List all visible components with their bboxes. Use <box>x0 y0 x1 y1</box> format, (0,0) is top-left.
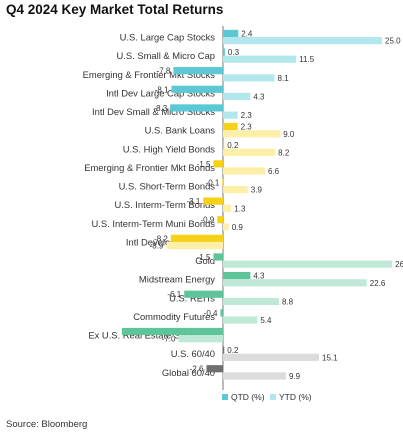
ytd-bar <box>223 92 251 101</box>
qtd-bar <box>223 48 225 56</box>
ytd-value-label: 26.6 <box>395 260 403 269</box>
ytd-value-label: 9.9 <box>289 372 301 381</box>
ytd-bar <box>223 204 232 212</box>
ytd-value-label: 25.0 <box>385 37 401 46</box>
qtd-value-label: -1.5 <box>197 160 211 169</box>
category-label: U.S. Short-Term Bonds <box>119 181 216 192</box>
qtd-value-label: 0.2 <box>227 346 239 355</box>
category-label: U.S. Interm-Term Muni Bonds <box>92 218 216 229</box>
category-label: U.S. High Yield Bonds <box>123 143 216 154</box>
chart-title: Q4 2024 Key Market Total Returns <box>6 2 224 17</box>
category-label: Gold <box>195 255 215 266</box>
qtd-legend-label: QTD (%) <box>231 392 265 402</box>
qtd-value-label: -6.1 <box>167 290 181 299</box>
qtd-value-label: -2.6 <box>190 365 204 374</box>
qtd-value-label: 0.2 <box>227 141 239 150</box>
category-label: U.S. 60/40 <box>171 348 215 359</box>
qtd-bar <box>203 197 223 205</box>
qtd-value-label: -1.5 <box>197 253 211 262</box>
ytd-value-label: 22.6 <box>370 279 386 288</box>
ytd-value-label: 9.0 <box>283 130 295 139</box>
qtd-value-label: 2.4 <box>241 29 253 38</box>
qtd-value-label: -0.4 <box>204 309 218 318</box>
qtd-value-label: -0.1 <box>206 178 220 187</box>
qtd-value-label: -8.2 <box>154 234 168 243</box>
qtd-bar <box>170 234 223 242</box>
qtd-value-label: 2.3 <box>241 123 253 132</box>
ytd-value-label: 4.3 <box>253 92 265 101</box>
ytd-bar <box>223 353 320 361</box>
ytd-value-label: 1.3 <box>234 204 246 213</box>
qtd-bar <box>220 309 223 317</box>
ytd-bar <box>178 335 223 343</box>
category-label: Emerging & Frontier Mkt Stocks <box>83 69 216 80</box>
qtd-bar <box>206 365 223 373</box>
qtd-value-label: -3.1 <box>186 197 200 206</box>
category-label: Global 60/40 <box>162 367 215 378</box>
category-label: U.S. Large Cap Stocks <box>120 32 216 43</box>
ytd-value-label: 8.1 <box>278 74 290 83</box>
qtd-bar <box>170 104 223 112</box>
qtd-bar <box>213 160 223 168</box>
ytd-value-label: 3.9 <box>251 186 263 195</box>
ytd-bar <box>223 167 265 175</box>
qtd-bar <box>121 327 223 336</box>
ytd-bar <box>223 223 229 231</box>
ytd-legend-label: YTD (%) <box>279 392 312 402</box>
qtd-bar <box>171 85 223 93</box>
ytd-value-label: -8.9 <box>150 242 164 251</box>
qtd-bar <box>217 216 223 224</box>
category-label: Intl Dev Large Cap Stocks <box>106 87 215 98</box>
ytd-value-label: 8.2 <box>278 148 290 157</box>
qtd-bar <box>222 178 224 187</box>
category-label: Midstream Energy <box>139 274 215 285</box>
ytd-value-label: 0.9 <box>232 223 244 232</box>
qtd-legend-swatch <box>222 394 228 400</box>
qtd-value-label: -8.1 <box>155 85 169 94</box>
ytd-value-label: 8.8 <box>282 297 294 306</box>
ytd-bar <box>223 316 258 324</box>
ytd-bar <box>223 37 382 45</box>
ytd-value-label: 11.5 <box>299 55 315 64</box>
ytd-bar <box>166 241 223 250</box>
qtd-bar <box>213 253 223 261</box>
ytd-bar <box>223 260 393 268</box>
category-label: Emerging & Frontier Mkt Bonds <box>84 162 215 173</box>
qtd-bar <box>223 141 225 149</box>
source-note: Source: Bloomberg <box>6 419 88 430</box>
qtd-value-label: -8.3 <box>153 104 167 113</box>
qtd-value-label: 0.3 <box>228 48 240 57</box>
ytd-bar <box>223 297 279 306</box>
ytd-value-label: -7.0 <box>162 335 176 344</box>
qtd-value-label: -0.9 <box>200 216 214 225</box>
ytd-value-label: 15.1 <box>322 353 338 362</box>
ytd-bar <box>223 111 238 119</box>
ytd-bar <box>223 279 367 287</box>
category-label: U.S. Interm-Term Bonds <box>114 199 215 210</box>
category-label: U.S. Bank Loans <box>145 125 216 136</box>
ytd-bar <box>223 55 297 63</box>
ytd-value-label: 6.6 <box>268 167 280 176</box>
category-label: U.S. Small & Micro Cap <box>117 50 215 61</box>
ytd-value-label: 5.4 <box>260 316 272 325</box>
qtd-value-label: -7.8 <box>157 67 171 76</box>
qtd-bar <box>173 67 223 75</box>
qtd-bar <box>184 290 223 298</box>
qtd-bar <box>223 271 251 280</box>
ytd-bar <box>223 148 276 156</box>
ytd-bar <box>223 186 248 194</box>
category-label: Commodity Futures <box>133 311 215 322</box>
ytd-legend-swatch <box>270 394 276 400</box>
qtd-bar <box>223 346 225 354</box>
ytd-bar <box>223 372 286 380</box>
ytd-bar <box>223 74 275 82</box>
category-label: Intl Dev Small & Micro Stocks <box>92 106 215 117</box>
ytd-value-label: 2.3 <box>241 111 253 120</box>
qtd-value-label: 4.3 <box>253 272 265 281</box>
ytd-bar <box>223 130 281 138</box>
qtd-bar <box>223 122 238 131</box>
qtd-bar <box>223 29 239 37</box>
